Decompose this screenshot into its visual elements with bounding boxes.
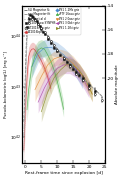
X-axis label: Rest-frame time since explosion [d]: Rest-frame time since explosion [d]: [25, 171, 102, 175]
Y-axis label: Pseudo-bolometric log(L) [erg s⁻¹]: Pseudo-bolometric log(L) [erg s⁻¹]: [4, 51, 8, 118]
Y-axis label: Absolute magnitude: Absolute magnitude: [115, 65, 119, 104]
Legend: SLI Magnetar fit, pru Magnetar fit, Tas fit et al d, AT2018cow SYNPHS, AT2018cow: SLI Magnetar fit, pru Magnetar fit, Tas …: [24, 7, 81, 35]
